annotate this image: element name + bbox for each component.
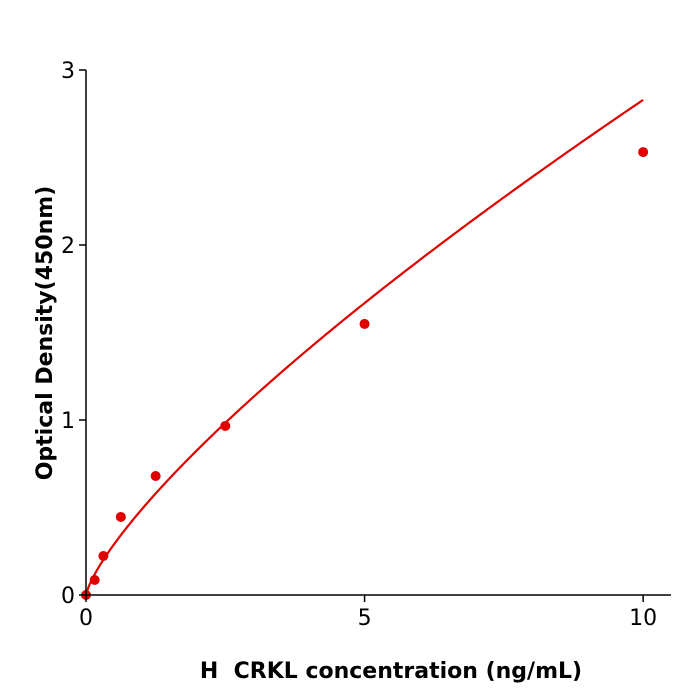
y-axis-label: Optical Density(450nm) [33, 186, 58, 481]
y-tick-label: 1 [61, 409, 75, 434]
x-tick-label: 10 [629, 606, 657, 631]
x-axis-label: H CRKL concentration (ng/mL) [200, 659, 582, 684]
data-point [638, 147, 649, 158]
x-tick-label: 0 [79, 606, 93, 631]
y-tick-label: 3 [61, 59, 75, 84]
fit-curve-group [84, 98, 644, 596]
data-point [115, 511, 126, 522]
y-tick-label: 0 [61, 584, 75, 609]
data-points [81, 147, 649, 600]
x-ticks: 0 5 10 [79, 595, 657, 631]
data-point [98, 550, 109, 561]
y-ticks: 0 1 2 3 [61, 59, 86, 609]
data-point [220, 420, 231, 431]
y-tick-label: 2 [61, 234, 75, 259]
fit-curve [84, 98, 644, 596]
x-tick-label: 5 [358, 606, 372, 631]
data-point [150, 471, 161, 481]
data-point [359, 318, 370, 329]
data-point [89, 574, 100, 585]
